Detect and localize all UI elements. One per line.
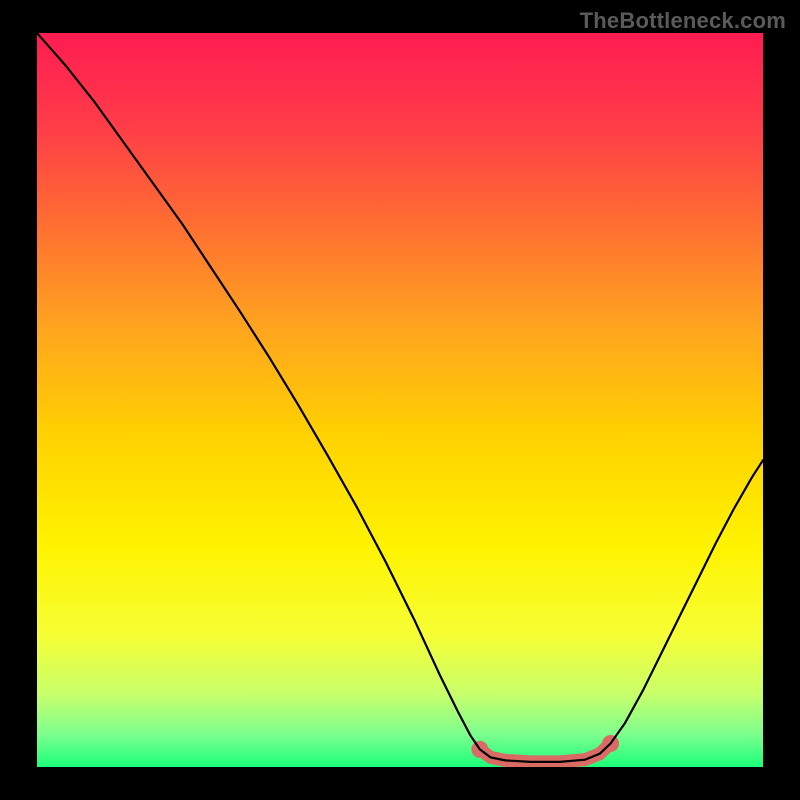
- chart-svg: [37, 33, 763, 767]
- plot-area: [37, 33, 763, 767]
- chart-frame: TheBottleneck.com: [0, 0, 800, 800]
- main-curve: [37, 33, 763, 762]
- watermark-text: TheBottleneck.com: [580, 8, 786, 34]
